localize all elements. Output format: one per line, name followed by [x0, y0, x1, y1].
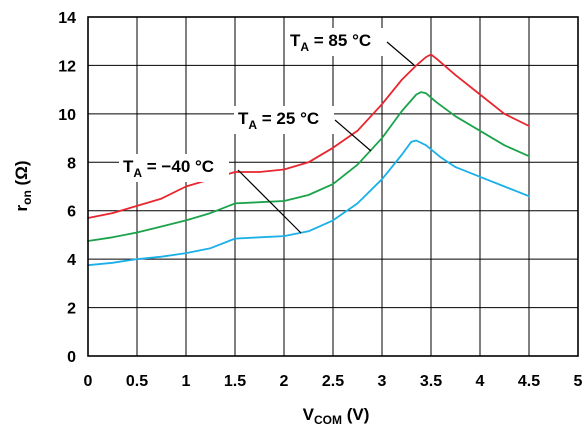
y-tick-label: 12	[58, 58, 76, 75]
y-tick-label: 4	[67, 252, 76, 269]
x-tick-label: 1.5	[224, 373, 246, 390]
x-tick-label: 3.5	[420, 373, 442, 390]
series-line-t25	[87, 91, 530, 242]
series-line-t85	[87, 53, 530, 219]
annotation-label-t25: TA = 25 °C	[238, 109, 319, 132]
y-tick-label: 0	[67, 349, 76, 366]
y-tick-label: 10	[58, 107, 76, 124]
y-tick-label: 8	[67, 155, 76, 172]
x-tick-label: 0	[84, 373, 93, 390]
annotation-bg-t85	[286, 28, 386, 56]
x-tick-label: 5	[574, 373, 583, 390]
x-tick-label: 4	[476, 373, 485, 390]
annotation-leader-tm40	[237, 169, 302, 234]
plot-frame	[87, 16, 579, 357]
x-tick-label: 4.5	[518, 373, 540, 390]
annotation-leaders	[237, 41, 415, 234]
series-lines	[87, 53, 530, 267]
annotation-leader-t85	[386, 41, 415, 66]
x-tick-label: 3	[378, 373, 387, 390]
y-tick-labels: 0 2 4 6 8 10 12 14	[58, 10, 76, 366]
annotation-leader-t25	[334, 119, 372, 152]
annotation-bg-t25	[234, 106, 334, 134]
y-tick-label: 2	[67, 301, 76, 318]
y-axis-title: ron (Ω)	[12, 161, 34, 212]
y-tick-label: 6	[67, 204, 76, 221]
x-tick-label: 2.5	[322, 373, 344, 390]
y-tick-label: 14	[58, 10, 76, 27]
series-annotations: TA = 85 °C TA = 25 °C TA = −40 °C	[119, 28, 386, 182]
x-tick-label: 1	[182, 373, 191, 390]
x-axis-title: VCOM (V)	[303, 405, 370, 427]
annotation-bg-tm40	[119, 154, 229, 182]
x-tick-label: 2	[280, 373, 289, 390]
annotation-label-tm40: TA = −40 °C	[123, 157, 214, 180]
x-tick-labels: 0 0.5 1 1.5 2 2.5 3 3.5 4 4.5 5	[84, 373, 583, 390]
annotation-label-t85: TA = 85 °C	[290, 31, 371, 54]
x-tick-label: 0.5	[126, 373, 148, 390]
series-line-tm40	[87, 139, 530, 267]
